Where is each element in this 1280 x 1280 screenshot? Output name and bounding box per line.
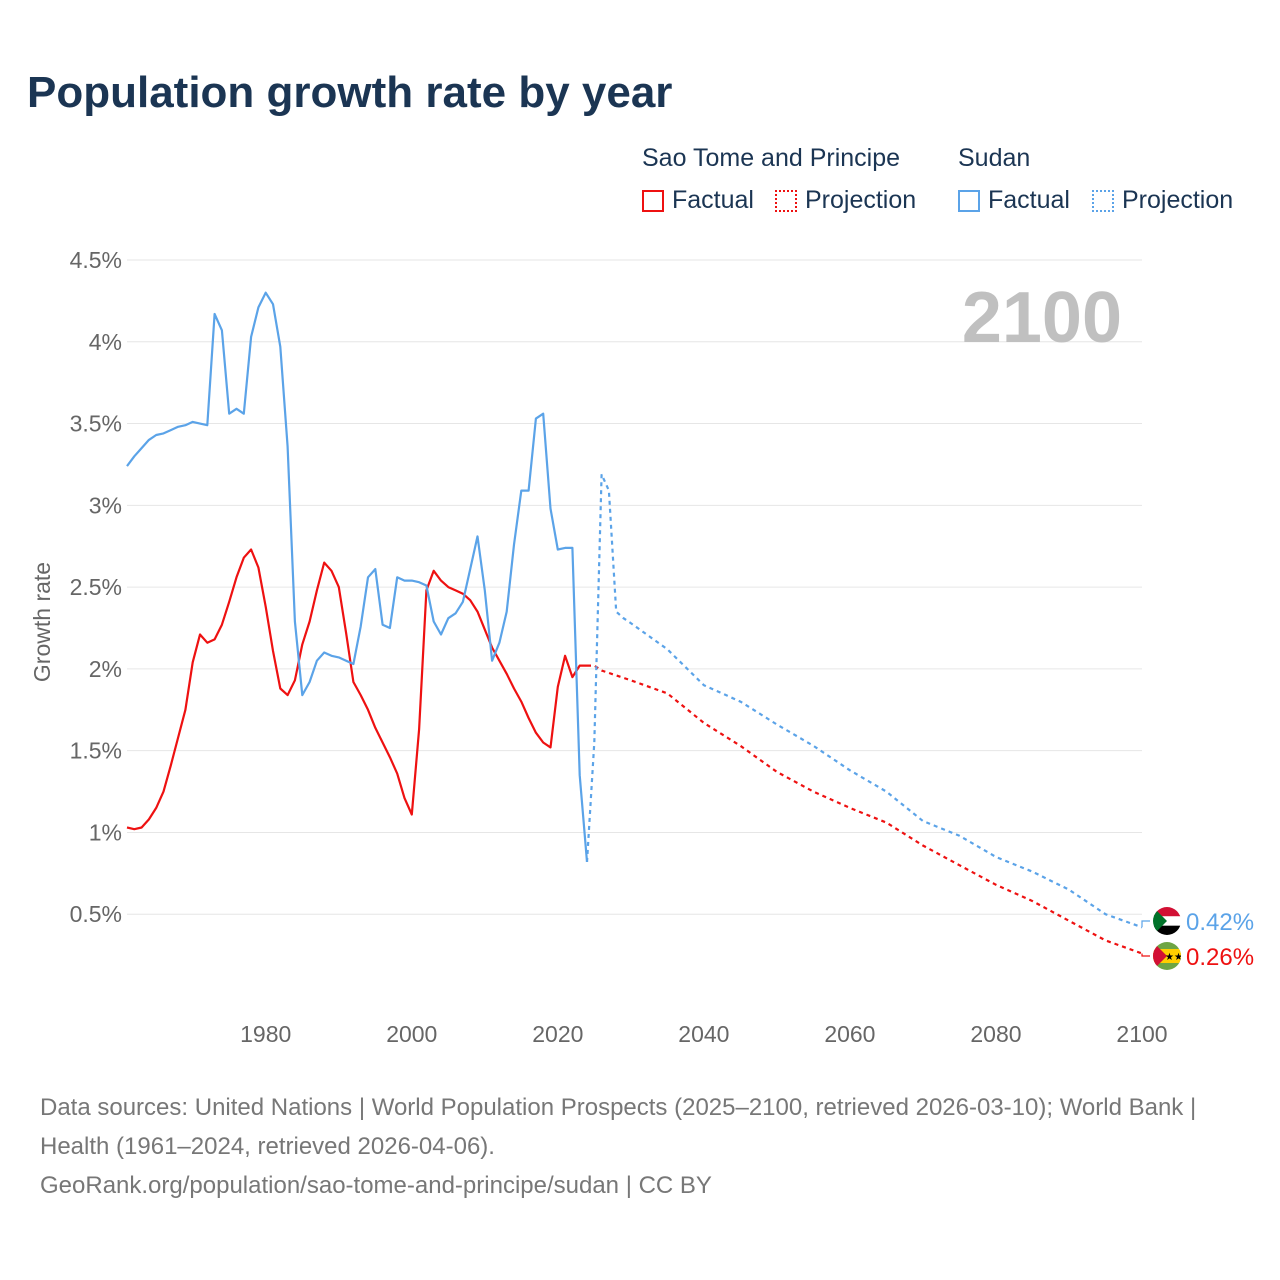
y-tick-label: 1.5% xyxy=(70,738,122,764)
y-tick-label: 2% xyxy=(89,656,122,682)
x-tick-label: 2040 xyxy=(678,1021,729,1047)
series-factual-line xyxy=(126,291,589,862)
series-factual-line xyxy=(126,548,587,831)
y-tick-label: 2.5% xyxy=(70,574,122,600)
legend-sudan-projection[interactable]: Projection xyxy=(1092,186,1233,215)
end-value-label: 0.26% xyxy=(1186,944,1254,971)
y-tick-label: 3.5% xyxy=(70,411,122,437)
x-tick-label: 1980 xyxy=(240,1021,291,1047)
y-tick-label: 4% xyxy=(89,329,122,355)
legend-sudan-factual[interactable]: Factual xyxy=(958,186,1070,215)
x-tick-label: 2060 xyxy=(824,1021,875,1047)
y-tick-label: 4.5% xyxy=(70,247,122,273)
legend-group-sudan: Sudan xyxy=(958,144,1031,172)
legend-label: Projection xyxy=(1122,186,1234,214)
footer: Data sources: United Nations | World Pop… xyxy=(40,1088,1240,1205)
y-axis-label: Growth rate xyxy=(29,562,55,682)
y-tick-label: 0.5% xyxy=(70,901,122,927)
x-tick-label: 2020 xyxy=(532,1021,583,1047)
legend-swatch-dotted xyxy=(1092,189,1114,212)
svg-text:★★: ★★ xyxy=(1165,952,1183,963)
legend-swatch-solid xyxy=(958,189,980,212)
source-link[interactable]: GeoRank.org/population/sao-tome-and-prin… xyxy=(40,1172,712,1199)
legend-swatch-solid xyxy=(642,189,664,212)
series-projection-line xyxy=(585,473,1143,929)
year-watermark: 2100 xyxy=(962,278,1122,358)
legend-sao-tome-projection[interactable]: Projection xyxy=(775,186,916,215)
chart-title: Population growth rate by year xyxy=(27,68,673,117)
end-label-connector xyxy=(1141,920,1150,928)
x-tick-label: 2000 xyxy=(386,1021,437,1047)
plot-area: 0.5% 1% 1.5% 2% 2.5% 3% 3.5% 4% 4.5% 1980 2000 2020… xyxy=(29,247,1254,1047)
legend-label: Factual xyxy=(672,186,754,214)
sudan-flag-icon xyxy=(1153,907,1181,935)
x-tick-label: 2080 xyxy=(970,1021,1021,1047)
y-tick-label: 1% xyxy=(89,819,122,845)
x-tick-label: 2100 xyxy=(1116,1021,1167,1047)
legend-label: Projection xyxy=(805,186,917,214)
legend-sao-tome-factual[interactable]: Factual xyxy=(642,186,754,215)
legend-swatch-dotted xyxy=(775,189,797,212)
series-projection-line xyxy=(587,664,1143,955)
legend-group-sao-tome: Sao Tome and Principe xyxy=(642,144,901,172)
end-value-label: 0.42% xyxy=(1186,909,1254,936)
end-label-connector xyxy=(1141,953,1150,957)
y-tick-label: 3% xyxy=(89,492,122,518)
data-sources: Data sources: United Nations | World Pop… xyxy=(40,1094,1197,1160)
legend-label: Factual xyxy=(988,186,1070,214)
sao-tome-flag-icon: ★★ xyxy=(1153,942,1183,970)
